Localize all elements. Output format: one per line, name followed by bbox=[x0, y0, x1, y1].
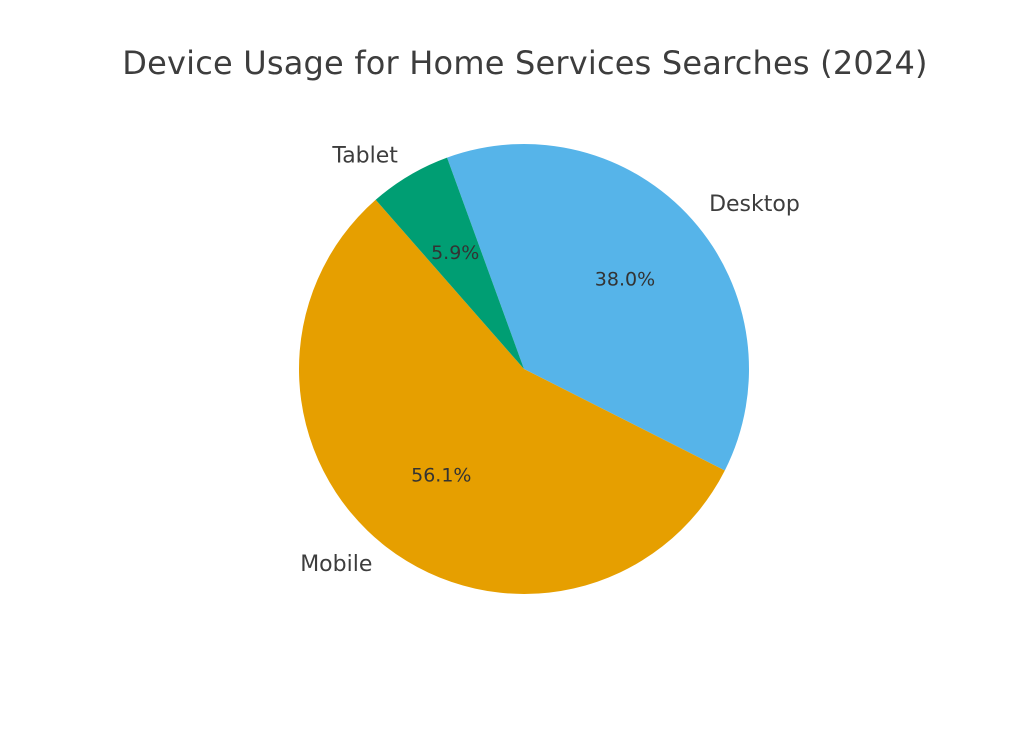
pie-slice-tablet bbox=[375, 157, 524, 369]
chart-title: Device Usage for Home Services Searches … bbox=[122, 44, 928, 82]
category-label-mobile: Mobile bbox=[300, 552, 372, 577]
pct-label-mobile: 56.1% bbox=[411, 465, 471, 487]
pie-slice-desktop bbox=[447, 144, 749, 471]
pct-label-tablet: 5.9% bbox=[431, 242, 479, 264]
category-label-desktop: Desktop bbox=[709, 192, 800, 217]
pct-label-desktop: 38.0% bbox=[595, 268, 655, 290]
pie-slice-mobile bbox=[299, 199, 725, 595]
category-label-tablet: Tablet bbox=[331, 144, 398, 169]
